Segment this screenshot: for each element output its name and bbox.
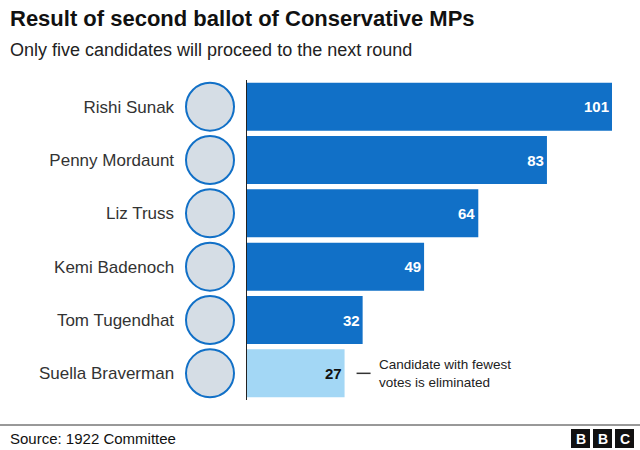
svg-text:49: 49 [404, 258, 421, 275]
svg-text:64: 64 [458, 205, 475, 222]
svg-text:Suella Braverman: Suella Braverman [39, 364, 174, 383]
svg-text:Kemi Badenoch: Kemi Badenoch [54, 258, 174, 277]
svg-text:Only five candidates will proc: Only five candidates will proceed to the… [10, 40, 412, 60]
svg-text:32: 32 [343, 312, 360, 329]
svg-text:B: B [598, 431, 608, 447]
svg-text:101: 101 [584, 98, 609, 115]
svg-text:Result of second ballot of Con: Result of second ballot of Conservative … [10, 6, 475, 31]
svg-text:B: B [576, 431, 586, 447]
svg-text:Liz Truss: Liz Truss [106, 204, 174, 223]
svg-text:Rishi Sunak: Rishi Sunak [83, 98, 174, 117]
svg-text:83: 83 [527, 152, 544, 169]
svg-text:Candidate with fewestvotes is: Candidate with fewestvotes is eliminated [379, 357, 511, 390]
svg-text:27: 27 [325, 365, 342, 382]
svg-text:Source: 1922 Committee: Source: 1922 Committee [10, 430, 176, 447]
svg-text:Tom Tugendhat: Tom Tugendhat [57, 311, 174, 330]
svg-text:Penny Mordaunt: Penny Mordaunt [49, 151, 174, 170]
svg-text:C: C [620, 431, 630, 447]
